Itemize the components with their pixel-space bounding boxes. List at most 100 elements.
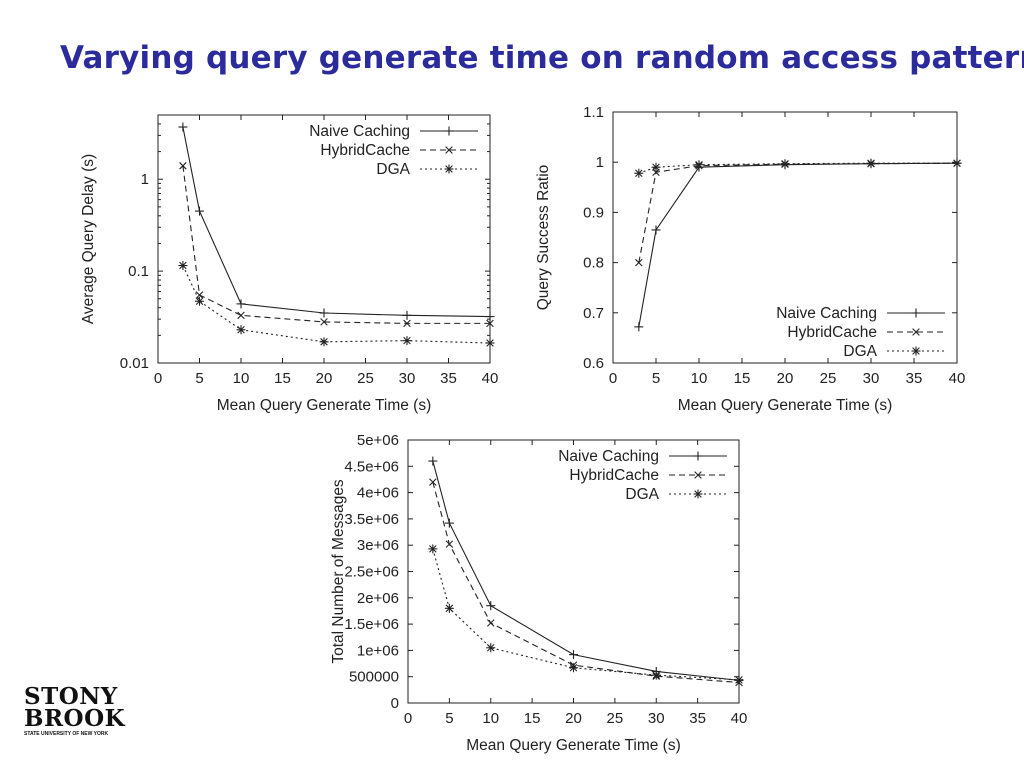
y-tick-label: 5e+06 [357, 432, 399, 449]
legend-marker [693, 451, 703, 461]
x-tick-label: 40 [949, 370, 966, 387]
data-point-naive-caching [486, 601, 496, 611]
y-tick-label: 0 [391, 695, 399, 712]
data-point-dga [236, 325, 246, 335]
series-line-naive-caching [432, 460, 740, 681]
x-tick-label: 15 [734, 370, 751, 387]
y-tick-label: 3e+06 [357, 537, 399, 554]
y-tick-label: 1.5e+06 [344, 616, 399, 633]
series-hybridcache [635, 159, 961, 267]
x-tick-label: 25 [607, 710, 624, 727]
data-point-dga [634, 168, 644, 178]
data-point-dga [178, 261, 188, 271]
x-tick-label: 35 [440, 370, 457, 387]
data-point-dga [319, 337, 329, 347]
legend-label: Naive Caching [776, 305, 877, 322]
data-point-dga [734, 675, 744, 685]
legend-label: HybridCache [569, 467, 659, 484]
series-line-dga [182, 265, 491, 344]
data-point-naive-caching [569, 650, 578, 660]
data-point-dga [444, 603, 454, 613]
series-dga [634, 158, 962, 178]
x-tick-label: 35 [689, 710, 706, 727]
x-tick-label: 25 [820, 370, 837, 387]
legend-label: DGA [843, 343, 877, 360]
y-tick-label: 1e+06 [357, 642, 399, 659]
data-point-hybridcache [429, 478, 437, 486]
x-tick-label: 20 [316, 370, 333, 387]
series-line-dga [432, 548, 740, 681]
x-tick-label: 40 [482, 370, 499, 387]
data-point-hybridcache [635, 258, 643, 267]
y-tick-label: 0.9 [583, 204, 604, 221]
data-point-naive-caching [319, 308, 329, 318]
x-tick-label: 10 [691, 370, 708, 387]
y-axis-label: Query Success Ratio [535, 165, 552, 311]
legend-entry-hybridcache: HybridCache [787, 324, 945, 341]
series-line-hybridcache [638, 162, 958, 263]
y-tick-label: 1.1 [583, 104, 604, 121]
slide-title: Varying query generate time on random ac… [60, 40, 1024, 76]
logo-line-1: STONY [24, 683, 118, 710]
data-point-dga [780, 159, 790, 169]
data-point-hybridcache [179, 162, 187, 170]
x-tick-label: 10 [482, 710, 499, 727]
data-point-naive-caching [178, 122, 188, 132]
x-tick-label: 15 [274, 370, 291, 387]
series-line-naive-caching [638, 162, 958, 327]
x-tick-label: 40 [731, 710, 748, 727]
series-naive-caching [178, 122, 495, 322]
y-tick-label: 1 [141, 171, 149, 188]
data-point-hybridcache [237, 311, 245, 320]
x-tick-label: 20 [565, 710, 582, 727]
series-line-hybridcache [182, 165, 490, 324]
x-tick-label: 30 [399, 370, 416, 387]
series-line-naive-caching [182, 126, 491, 318]
query-success-ratio-chart: 0 5 10 15 20 25 30 35 40 0.6 0.7 0.8 0.9 1 1.1 Mean Que… [535, 104, 966, 414]
x-tick-label: 5 [652, 370, 660, 387]
x-tick-label: 0 [404, 710, 412, 727]
y-tick-label: 0.8 [583, 255, 604, 272]
x-axis-label: Mean Query Generate Time (s) [466, 737, 681, 754]
y-tick-label: 4.5e+06 [344, 458, 399, 475]
legend-marker [693, 489, 703, 499]
x-tick-label: 10 [233, 370, 250, 387]
data-point-dga [569, 663, 578, 673]
data-point-dga [402, 336, 412, 346]
legend-marker [445, 146, 453, 154]
data-point-hybridcache [486, 319, 494, 328]
legend-label: DGA [625, 486, 659, 503]
series-naive-caching [428, 456, 744, 685]
data-point-naive-caching [485, 312, 495, 322]
y-axis-label: Total Number of Messages [330, 479, 347, 664]
y-axis-label: Average Query Delay (s) [80, 154, 97, 324]
series-hybridcache [179, 162, 494, 328]
data-point-naive-caching [634, 322, 644, 332]
data-point-dga [651, 670, 661, 680]
legend-marker [911, 346, 921, 356]
legend-marker [911, 308, 921, 318]
x-tick-label: 20 [777, 370, 794, 387]
data-point-naive-caching [236, 299, 246, 309]
x-axis-label: Mean Query Generate Time (s) [217, 397, 432, 414]
y-tick-label: 2.5e+06 [344, 564, 399, 581]
data-point-naive-caching [651, 225, 661, 235]
legend-entry-naive-caching: Naive Caching [558, 448, 727, 465]
y-tick-label: 0.7 [583, 305, 604, 322]
legend-label: Naive Caching [309, 123, 410, 140]
x-tick-label: 30 [863, 370, 880, 387]
legend-label: DGA [376, 161, 410, 178]
legend-entry-hybridcache: HybridCache [320, 142, 478, 159]
plot-frame [612, 111, 958, 364]
data-point-hybridcache [486, 619, 495, 627]
x-axis-label: Mean Query Generate Time (s) [678, 397, 893, 414]
data-point-naive-caching [444, 518, 454, 528]
data-point-hybridcache [195, 291, 204, 299]
legend-marker [444, 126, 454, 136]
series-line-hybridcache [432, 481, 740, 684]
legend-entry-dga: DGA [376, 161, 478, 178]
x-tick-label: 5 [195, 370, 203, 387]
y-tick-label: 2e+06 [357, 590, 399, 607]
data-point-hybridcache [445, 540, 454, 548]
x-tick-label: 35 [906, 370, 923, 387]
